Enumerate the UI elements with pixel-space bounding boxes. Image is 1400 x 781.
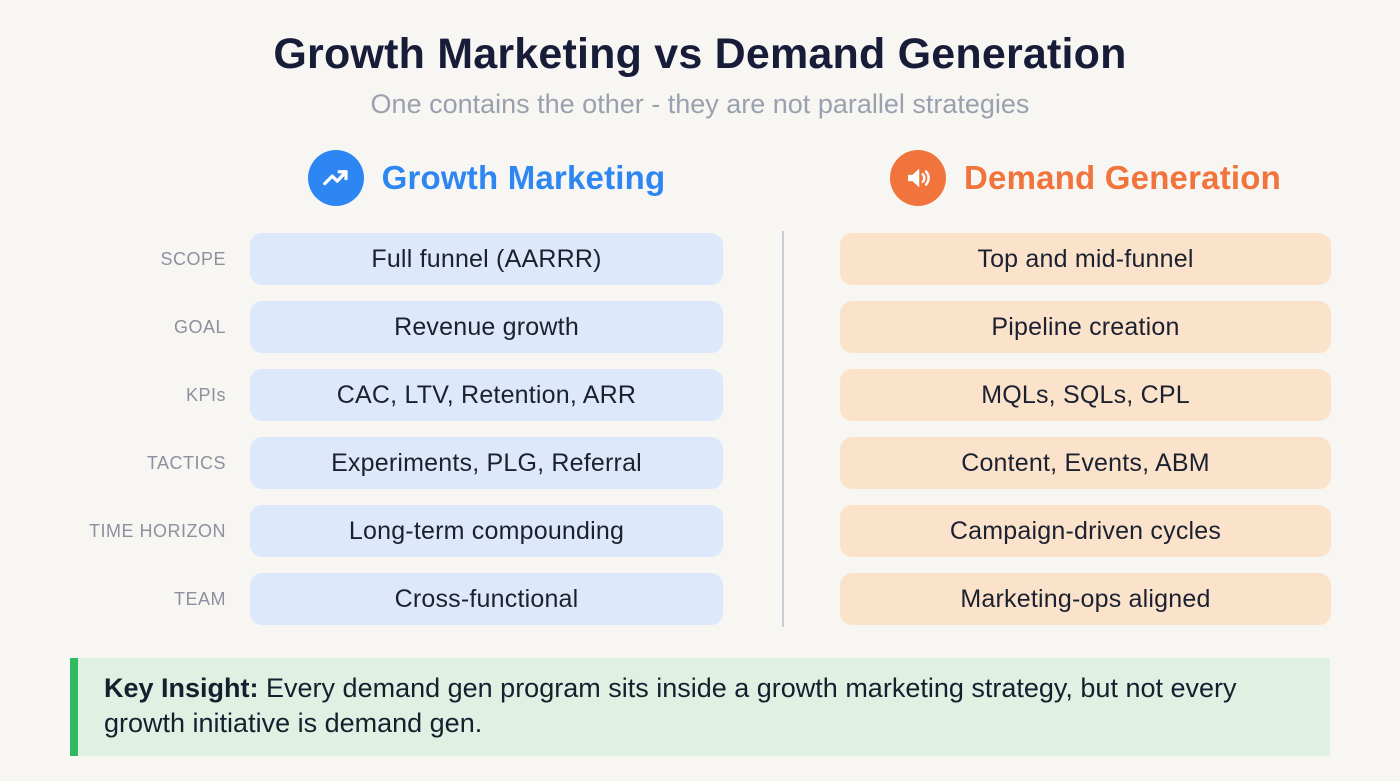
demand-generation-title: Demand Generation [964,159,1281,197]
key-insight-text: Every demand gen program sits inside a g… [104,673,1237,738]
growth-pill-time-horizon: Long-term compounding [250,505,723,558]
growth-pill-team: Cross-functional [250,573,723,626]
demand-pill-kpis: MQLs, SQLs, CPL [840,369,1331,422]
growth-pill-tactics: Experiments, PLG, Referral [250,437,723,490]
demand-generation-header: Demand Generation [840,150,1331,207]
key-insight-box: Key Insight: Every demand gen program si… [70,658,1330,756]
row-label-kpis: KPIs [185,384,226,405]
column-headers: Growth Marketing Demand Generation [0,150,1400,207]
trending-up-icon [307,150,364,207]
demand-pill-scope: Top and mid-funnel [840,233,1331,286]
growth-pill-scope: Full funnel (AARRR) [250,233,723,286]
page-title: Growth Marketing vs Demand Generation [273,30,1127,78]
demand-pill-tactics: Content, Events, ABM [840,437,1331,490]
page-subtitle: One contains the other - they are not pa… [370,89,1030,120]
demand-pill-team: Marketing-ops aligned [840,573,1331,626]
growth-pill-goal: Revenue growth [250,301,723,354]
row-label-tactics: TACTICS [146,452,226,473]
comparison-table: SCOPE Full funnel (AARRR) Top and mid-fu… [0,231,1400,628]
row-label-time-horizon: TIME HORIZON [89,520,226,541]
megaphone-icon [890,150,947,207]
row-label-goal: GOAL [173,316,226,337]
key-insight-label: Key Insight: [104,673,259,704]
growth-marketing-title: Growth Marketing [381,159,666,197]
growth-pill-kpis: CAC, LTV, Retention, ARR [250,369,723,422]
column-divider [782,231,784,628]
demand-pill-goal: Pipeline creation [840,301,1331,354]
growth-marketing-header: Growth Marketing [250,150,723,207]
row-label-team: TEAM [173,588,226,609]
demand-pill-time-horizon: Campaign-driven cycles [840,505,1331,558]
row-label-scope: SCOPE [160,248,226,269]
